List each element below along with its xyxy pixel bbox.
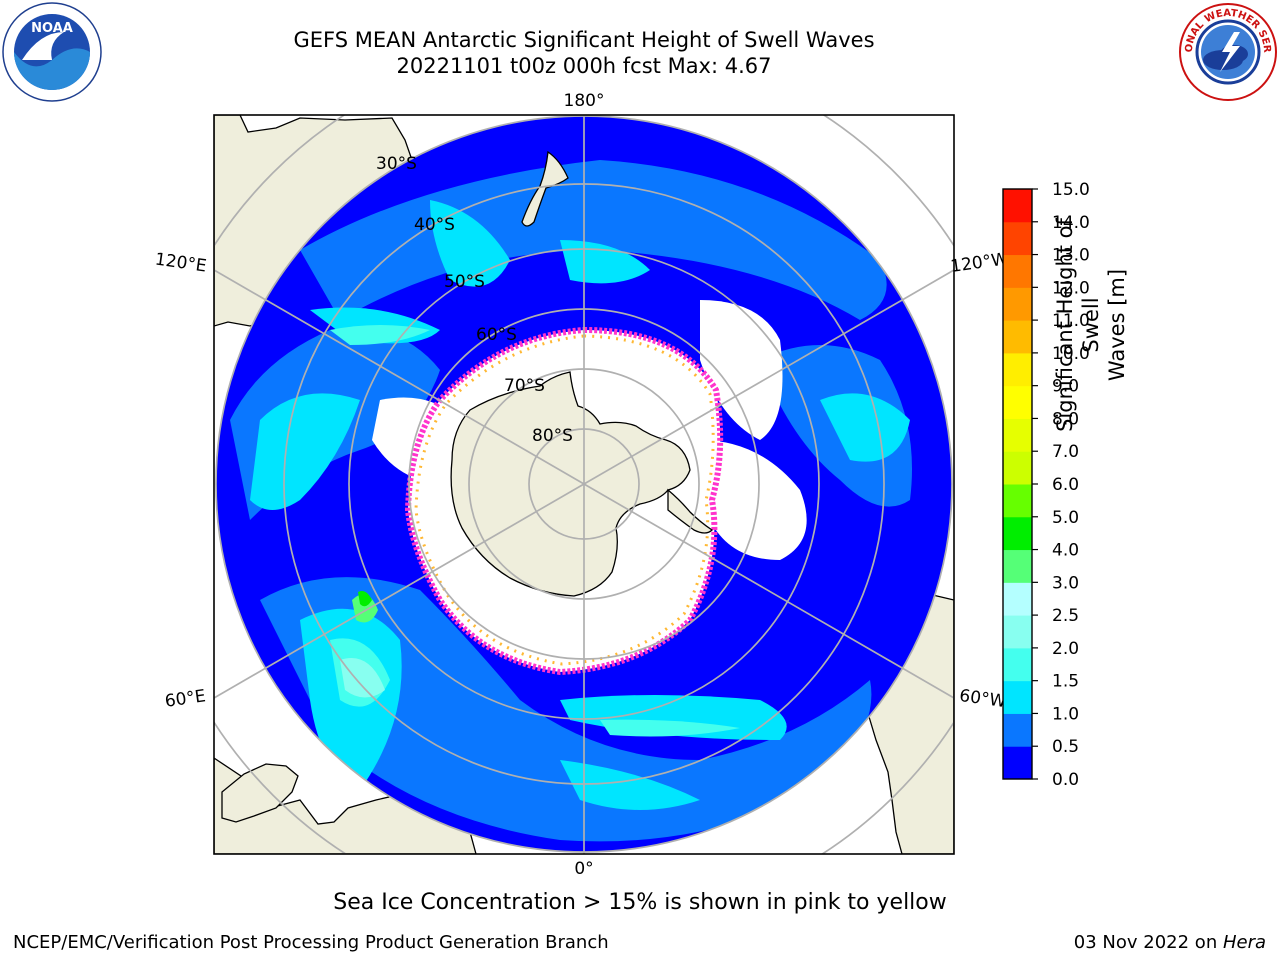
colorbar-tick-label: 12.0: [1052, 278, 1090, 298]
colorbar-tick-label: 1.5: [1052, 672, 1079, 692]
colorbar-segment: [1003, 221, 1032, 256]
madagascar-land: [221, 763, 299, 823]
colorbar-tick-label: 2.5: [1052, 606, 1079, 626]
colorbar-tick-label: 6.0: [1052, 475, 1079, 495]
colorbar-tick-label: 3.0: [1052, 573, 1079, 593]
nws-logo: NATIONAL WEATHER SERVICE: [1178, 2, 1277, 101]
colorbar-tick-label: 15.0: [1052, 180, 1090, 200]
colorbar-segment: [1003, 418, 1032, 452]
colorbar-tick-label: 11.0: [1052, 311, 1090, 331]
swell-field: [230, 160, 912, 842]
lat-label-60s: 60°S: [476, 325, 517, 345]
colorbar-segment: [1003, 385, 1032, 419]
colorbar-segment: [1003, 713, 1032, 747]
colorbar-tick-label: 0.5: [1052, 737, 1079, 757]
colorbar-tick-label: 8.0: [1052, 409, 1079, 429]
footer-credit: NCEP/EMC/Verification Post Processing Pr…: [13, 932, 609, 953]
colorbar-segment: [1003, 320, 1032, 354]
colorbar-segment: [1003, 680, 1032, 714]
new-zealand-land: [521, 150, 569, 227]
colorbar-tick-label: 1.0: [1052, 704, 1079, 724]
colorbar-tick-label: 10.0: [1052, 344, 1090, 364]
colorbar-segment: [1003, 484, 1032, 518]
lat-label-30s: 30°S: [376, 154, 417, 174]
lon-label-60e: 60°E: [164, 686, 207, 711]
colorbar-tick-label: 0.0: [1052, 770, 1079, 790]
colorbar-label: Significant Height of Swell Waves [m]: [1053, 218, 1129, 432]
map-frame: [213, 114, 955, 855]
colorbar-tick-label: 9.0: [1052, 377, 1079, 397]
footer-date: 03 Nov 2022 on Hera: [1073, 932, 1266, 953]
lon-label-180: 180°: [564, 91, 605, 111]
graticule: [214, 115, 954, 854]
colorbar-segment: [1003, 189, 1032, 223]
colorbar: 0.0 0.5 1.0 1.5 2.0 2.5 3.0 4.0 5.0 6.0 7.0 8.0 9.0 1…: [1002, 180, 1090, 790]
lat-label-50s: 50°S: [444, 272, 485, 292]
colorbar-tick-label: 2.0: [1052, 639, 1079, 659]
svg-text:NOAA: NOAA: [31, 21, 73, 36]
colorbar-segment: [1003, 746, 1032, 780]
colorbar-tick-label: 13.0: [1052, 246, 1090, 266]
colorbar-tick-label: 7.0: [1052, 442, 1079, 462]
lon-label-0: 0°: [574, 859, 593, 879]
lon-label-120w: 120°W: [949, 249, 1009, 277]
footer-host: Hera: [1222, 932, 1266, 953]
colorbar-segment: [1003, 352, 1032, 387]
sea-ice-caption: Sea Ice Concentration > 15% is shown in …: [333, 890, 947, 915]
lat-label-40s: 40°S: [414, 215, 455, 235]
colorbar-segment: [1003, 254, 1032, 288]
colorbar-segment: [1003, 549, 1032, 583]
colorbar-tick-label: 4.0: [1052, 541, 1079, 561]
colorbar-segment: [1003, 287, 1032, 321]
lon-label-120e: 120°E: [154, 250, 208, 277]
colorbar-tick-label: 14.0: [1052, 213, 1090, 233]
colorbar-tick-label: 5.0: [1052, 508, 1079, 528]
lat-label-70s: 70°S: [504, 376, 545, 396]
colorbar-segment: [1003, 615, 1032, 649]
noaa-logo: NOAA: [2, 2, 102, 102]
chart-subtitle: 20221101 t00z 000h fcst Max: 4.67: [396, 54, 772, 78]
chart-title: GEFS MEAN Antarctic Significant Height o…: [293, 28, 875, 52]
lon-label-60w: 60°W: [958, 686, 1007, 712]
lat-label-80s: 80°S: [532, 426, 573, 446]
antarctic-peninsula: [667, 488, 714, 534]
antarctica-land: [450, 371, 691, 597]
colorbar-segment: [1003, 516, 1032, 551]
colorbar-segment: [1003, 582, 1032, 616]
colorbar-segment: [1003, 451, 1032, 485]
colorbar-segment: [1003, 647, 1032, 682]
